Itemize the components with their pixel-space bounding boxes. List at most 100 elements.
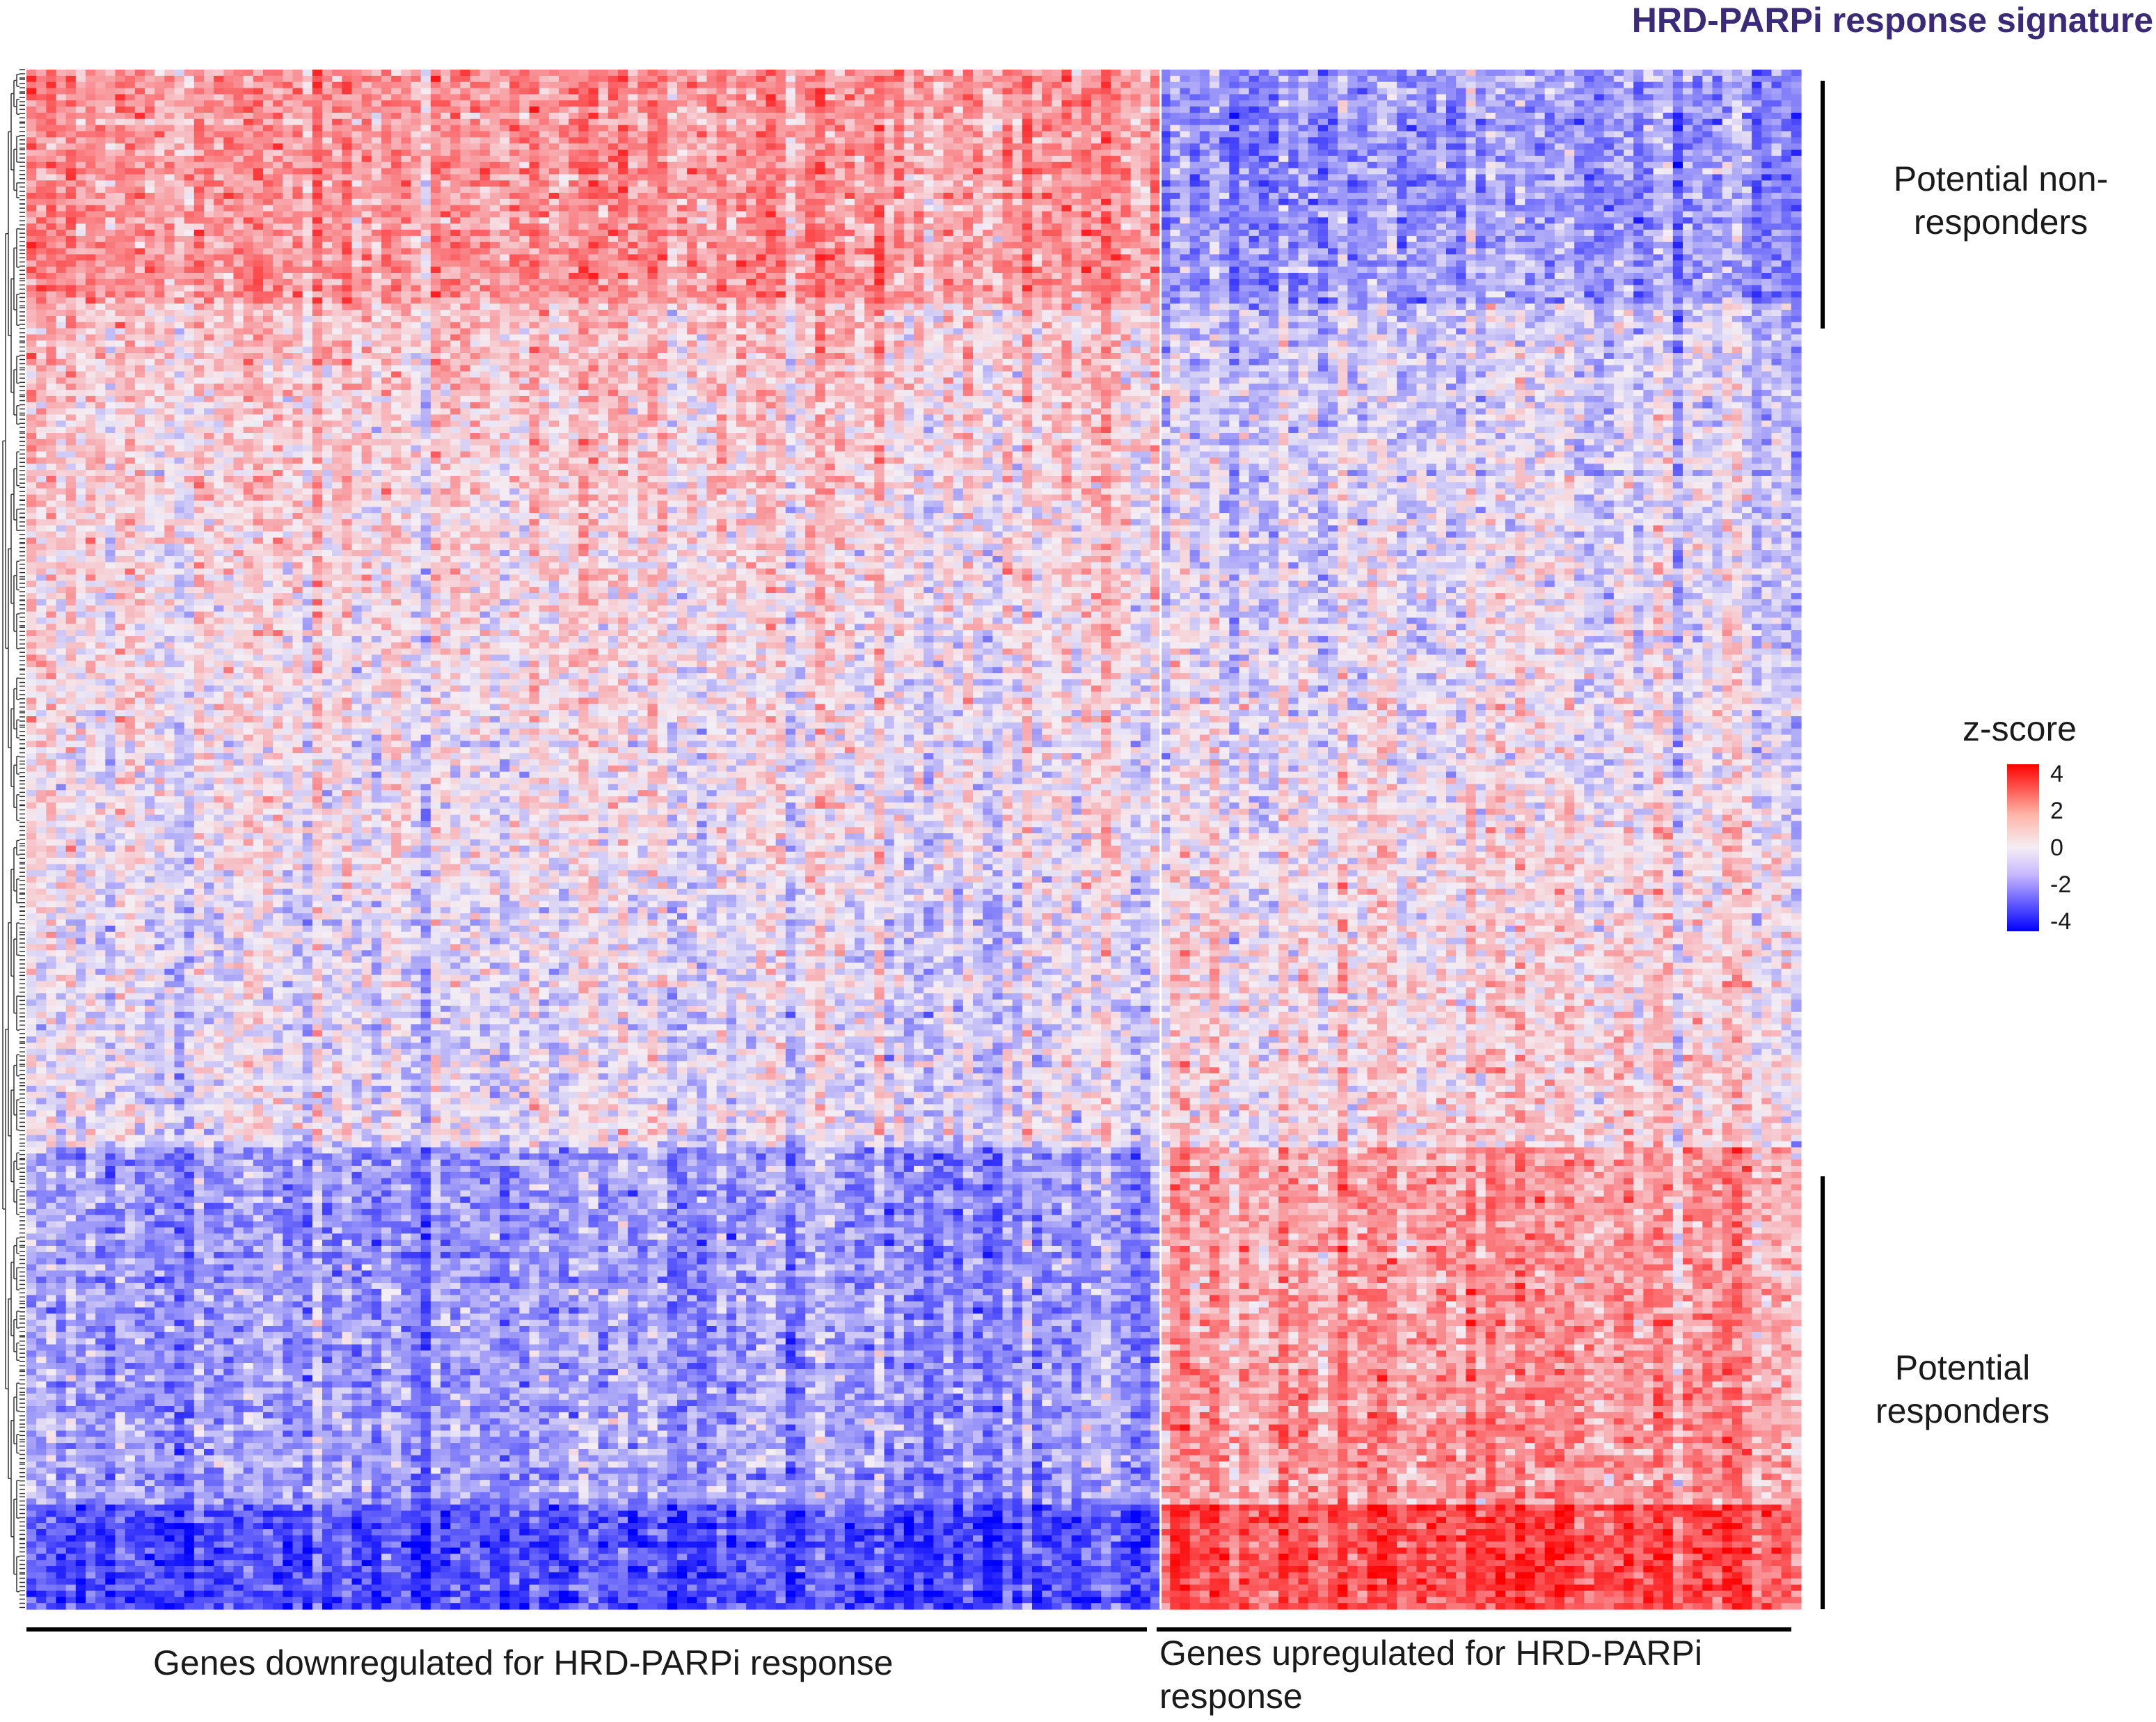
heatmap-cell [441,230,451,237]
heatmap-cell [391,180,402,187]
heatmap-cell [1535,180,1546,187]
heatmap-cell [1446,217,1457,224]
heatmap-cell [1387,230,1397,237]
heatmap-cell [441,94,451,101]
heatmap-cell [1485,131,1496,138]
heatmap-cell [1278,131,1289,138]
heatmap-cell [548,192,560,200]
heatmap-cell [1397,180,1407,187]
heatmap-cell [1485,198,1496,206]
heatmap-cell [1032,131,1043,138]
heatmap-cell [1406,155,1418,163]
heatmap-cell [509,211,520,218]
heatmap-cell [1269,125,1279,132]
heatmap-cell [65,94,77,101]
heatmap-cell [746,125,756,132]
heatmap-cell [204,174,214,181]
heatmap-cell [342,75,353,83]
heatmap-cell [1387,118,1397,126]
heatmap-cell [1554,161,1565,169]
heatmap-cell [430,88,441,95]
heatmap-cell [1594,155,1605,163]
heatmap-cell [1347,211,1358,218]
heatmap-cell [283,150,294,157]
heatmap-cell [1683,106,1693,113]
heatmap-cell [1485,106,1496,113]
heatmap-cell [1150,112,1161,120]
heatmap-cell [105,143,116,150]
heatmap-cell [1791,94,1802,101]
heatmap-cell [815,100,826,107]
heatmap-cell [588,70,599,77]
heatmap-cell [736,94,747,101]
heatmap-cell [292,100,303,107]
heatmap-cell [1594,217,1605,224]
heatmap-cell [134,180,145,187]
heatmap-cell [125,235,136,243]
heatmap-cell [1239,88,1250,95]
heatmap-cell [1081,125,1092,132]
heatmap-cell [1071,180,1082,187]
heatmap-cell [95,180,106,187]
heatmap-cell [105,155,116,163]
heatmap-cell [677,223,688,230]
heatmap-cell [460,187,471,193]
heatmap-cell [884,75,895,83]
heatmap-cell [184,94,195,101]
heatmap-cell [145,187,155,193]
heatmap-cell [470,217,481,224]
heatmap-cell [253,174,264,181]
heatmap-cell [332,161,342,169]
heatmap-cell [687,187,697,193]
heatmap-cell [519,223,530,230]
heatmap-cell [716,235,727,243]
heatmap-cell [1032,198,1043,206]
heatmap-cell [1278,125,1289,132]
heatmap-cell [1338,161,1348,169]
heatmap-cell [924,211,934,218]
heatmap-cell [844,112,855,120]
heatmap-cell [1781,211,1792,218]
heatmap-cell [775,137,786,144]
heatmap-cell [637,180,649,187]
heatmap-cell [1406,223,1418,230]
heatmap-cell [1742,88,1752,95]
heatmap-cell [56,180,67,187]
heatmap-cell [1367,174,1378,181]
heatmap-cell [46,161,57,169]
heatmap-cell [361,174,372,181]
heatmap-cell [1377,174,1388,181]
heatmap-cell [75,217,86,224]
heatmap-cell [548,143,560,150]
heatmap-cell [1653,198,1664,206]
heatmap-cell [233,125,244,132]
heatmap-cell [1624,205,1634,212]
heatmap-cell [903,174,914,181]
heatmap-cell [1308,161,1319,169]
heatmap-cell [243,180,254,187]
heatmap-cell [351,70,363,77]
heatmap-cell [65,235,77,243]
heatmap-cell [164,217,175,224]
heatmap-cell [1298,230,1309,237]
heatmap-cell [1752,198,1762,206]
heatmap-cell [430,230,441,237]
heatmap-cell [441,161,451,169]
heatmap-cell [1170,150,1181,157]
heatmap-cell [1466,217,1477,224]
heatmap-cell [815,155,826,163]
heatmap-cell [470,192,481,200]
heatmap-cell [1052,112,1063,120]
heatmap-cell [509,143,520,150]
heatmap-cell [687,235,697,243]
heatmap-cell [1012,106,1023,113]
heatmap-cell [805,217,816,224]
heatmap-cell [795,235,806,243]
heatmap-cell [578,75,589,83]
heatmap-cell [1377,205,1388,212]
heatmap-cell [1101,88,1111,95]
heatmap-cell [332,223,342,230]
heatmap-cell [105,235,116,243]
heatmap-cell [1258,174,1269,181]
heatmap-cell [1052,125,1063,132]
